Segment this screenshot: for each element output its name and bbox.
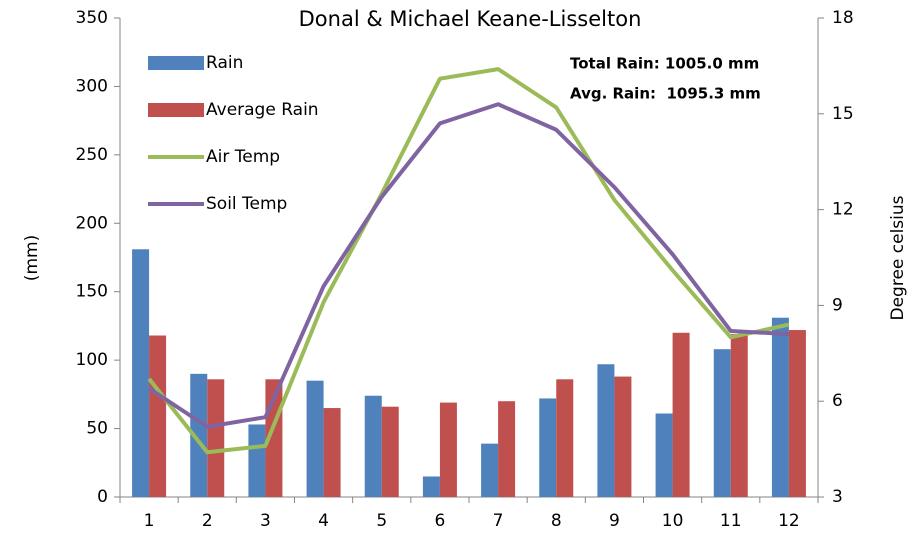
bar — [248, 424, 266, 497]
x-tick-label: 1 — [144, 511, 155, 531]
y-tick-label: 300 — [76, 76, 108, 96]
chart-title: Donal & Michael Keane-Lisselton — [299, 7, 642, 31]
legend-label: Soil Temp — [206, 194, 287, 214]
bar — [730, 334, 748, 497]
y-tick-label: 150 — [76, 282, 108, 302]
y2-tick-label: 18 — [832, 8, 854, 28]
bar — [190, 373, 208, 497]
bar — [323, 408, 341, 497]
x-tick-label: 4 — [318, 511, 329, 531]
x-tick-label: 8 — [551, 511, 562, 531]
legend-swatch — [148, 103, 204, 117]
bar — [132, 249, 150, 497]
x-tick-label: 6 — [435, 511, 446, 531]
x-tick-label: 7 — [493, 511, 504, 531]
annotation: Avg. Rain: 1095.3 mm — [570, 85, 761, 103]
y2-axis-label: Degree celsius — [888, 195, 908, 320]
x-tick-label: 10 — [662, 511, 684, 531]
x-tick-label: 12 — [778, 511, 800, 531]
bar — [422, 476, 440, 497]
bar — [364, 395, 382, 497]
bar — [481, 443, 499, 497]
bar — [306, 380, 324, 497]
y-axis-label: (mm) — [22, 235, 42, 281]
line — [147, 102, 790, 429]
x-tick-label: 11 — [720, 511, 742, 531]
y2-tick-label: 3 — [832, 487, 843, 507]
y2-tick-label: 12 — [832, 200, 854, 220]
y2-tick-label: 6 — [832, 391, 843, 411]
y-tick-label: 50 — [86, 419, 108, 439]
bar — [149, 335, 167, 497]
annotation: Total Rain: 1005.0 mm — [570, 55, 759, 73]
y-tick-label: 100 — [76, 350, 108, 370]
y-tick-label: 0 — [97, 487, 108, 507]
bar — [498, 401, 516, 497]
y-tick-label: 350 — [76, 8, 108, 28]
legend-swatch — [148, 56, 204, 70]
x-tick-label: 5 — [376, 511, 387, 531]
x-tick-label: 2 — [202, 511, 213, 531]
bar — [381, 406, 399, 497]
x-tick-label: 3 — [260, 511, 271, 531]
bar — [556, 379, 574, 497]
x-tick-label: 9 — [609, 511, 620, 531]
bar — [771, 317, 789, 497]
y-tick-label: 200 — [76, 213, 108, 233]
y-tick-label: 250 — [76, 145, 108, 165]
bar — [207, 379, 225, 497]
bar — [672, 332, 690, 497]
y2-tick-label: 9 — [832, 295, 843, 315]
y2-tick-label: 15 — [832, 104, 854, 124]
legend-label: Rain — [206, 53, 243, 73]
bar — [788, 330, 806, 497]
bar — [655, 413, 673, 497]
bar — [439, 402, 457, 497]
line — [147, 67, 790, 455]
legend-label: Average Rain — [206, 100, 319, 120]
bar — [597, 364, 615, 497]
bar — [713, 349, 731, 497]
bar — [539, 398, 557, 497]
legend-label: Air Temp — [206, 147, 280, 167]
bar — [614, 376, 632, 497]
